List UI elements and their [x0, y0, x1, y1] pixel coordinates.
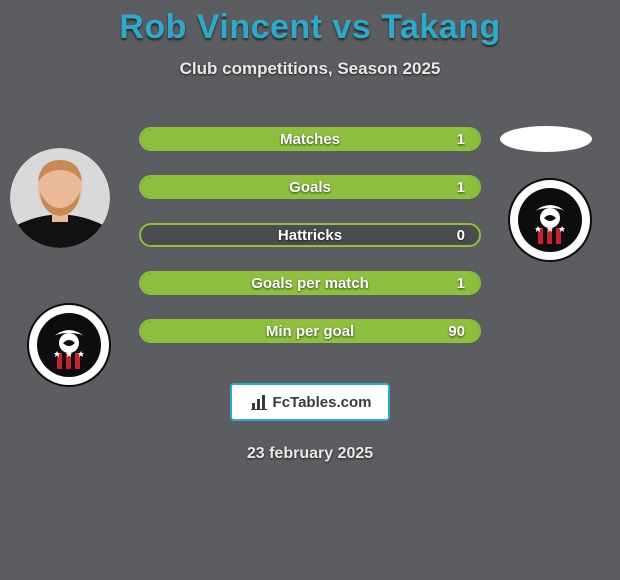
- club-crest-left: [27, 303, 111, 387]
- player-photo-left: [10, 148, 110, 248]
- stats-list: Matches 1 Goals 1 Hattricks 0 Goals per …: [139, 127, 481, 343]
- stat-label: Goals: [141, 179, 479, 196]
- stat-value: 1: [457, 275, 465, 292]
- stat-label: Min per goal: [141, 323, 479, 340]
- stat-value: 0: [457, 227, 465, 244]
- stat-value: 90: [448, 323, 465, 340]
- dc-united-crest-icon: [27, 303, 111, 387]
- player-avatar-icon: [10, 148, 110, 248]
- stat-value: 1: [457, 179, 465, 196]
- stat-row: Goals per match 1: [139, 271, 481, 295]
- stat-label: Goals per match: [141, 275, 479, 292]
- page-title: Rob Vincent vs Takang: [119, 8, 500, 47]
- dc-united-crest-icon: [500, 178, 600, 262]
- stat-row: Hattricks 0: [139, 223, 481, 247]
- stat-value: 1: [457, 131, 465, 148]
- club-crest-right: [500, 178, 600, 262]
- subtitle: Club competitions, Season 2025: [180, 59, 441, 79]
- source-badge: FcTables.com: [230, 383, 390, 421]
- stat-label: Hattricks: [141, 227, 479, 244]
- date-text: 23 february 2025: [247, 445, 373, 463]
- comparison-card: Rob Vincent vs Takang Club competitions,…: [0, 0, 620, 580]
- bar-chart-icon: [249, 392, 269, 412]
- stat-row: Goals 1: [139, 175, 481, 199]
- source-badge-text: FcTables.com: [273, 394, 372, 411]
- player-photo-right-placeholder: [500, 126, 592, 152]
- stat-row: Matches 1: [139, 127, 481, 151]
- stat-label: Matches: [141, 131, 479, 148]
- stat-row: Min per goal 90: [139, 319, 481, 343]
